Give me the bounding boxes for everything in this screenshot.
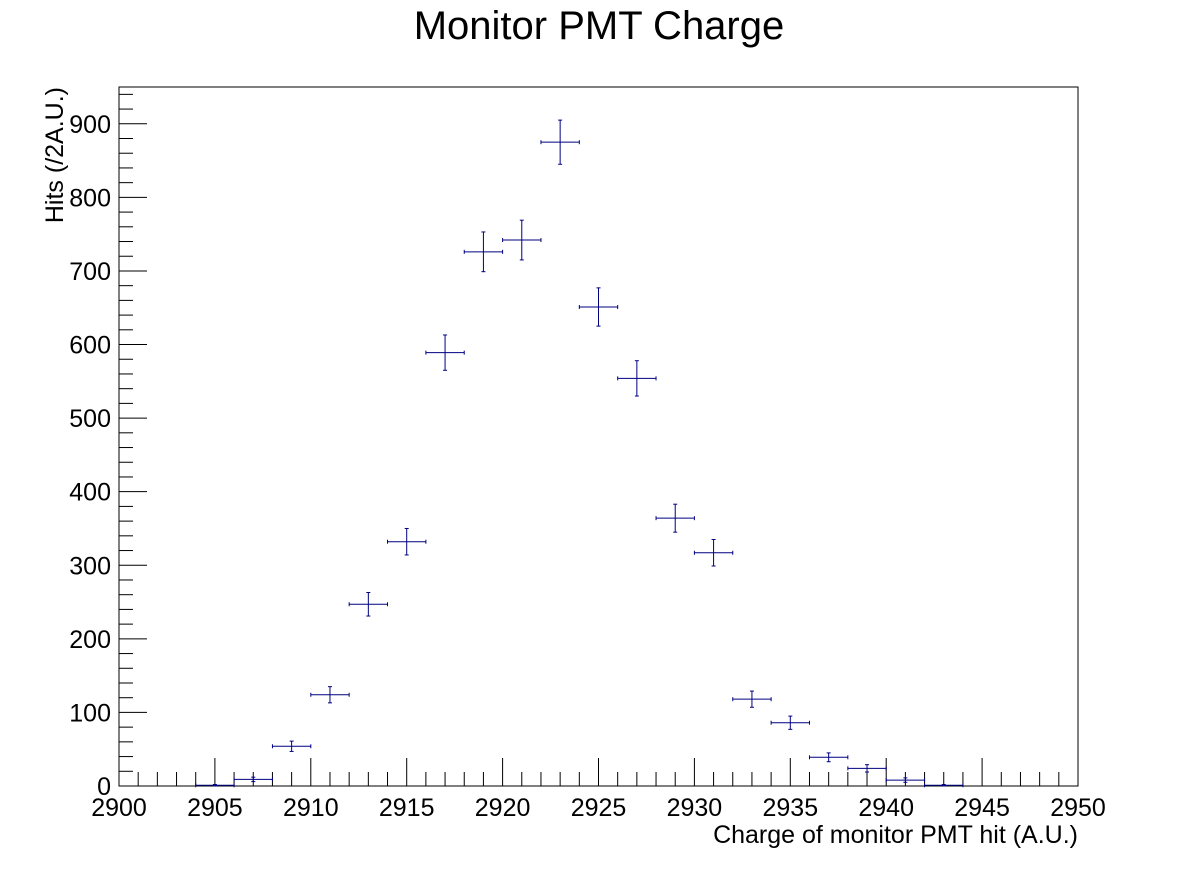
chart-title: Monitor PMT Charge [413, 4, 785, 48]
y-axis-tick-labels: 0 100 200 300 400 500 600 700 800 900 [69, 111, 111, 801]
data-point [847, 764, 887, 773]
x-tick-label: 2945 [954, 794, 1010, 822]
plot-frame [118, 86, 1079, 787]
data-point [540, 119, 580, 165]
y-tick-label: 0 [97, 773, 111, 801]
data-points [195, 119, 964, 788]
x-axis-ticks [118, 758, 1079, 786]
y-tick-label: 700 [69, 258, 111, 286]
x-tick-label: 2930 [667, 794, 723, 822]
data-point [233, 776, 273, 783]
data-point [655, 503, 695, 533]
y-tick-label: 300 [69, 552, 111, 580]
data-point [617, 360, 657, 397]
data-point [808, 752, 849, 763]
data-point [195, 783, 235, 788]
data-point [387, 527, 427, 556]
y-tick-label: 400 [69, 479, 111, 507]
y-tick-label: 600 [69, 332, 111, 360]
x-tick-label: 2950 [1050, 794, 1106, 822]
y-tick-label: 800 [69, 184, 111, 212]
y-axis-label: Hits (/2A.U.) [41, 87, 69, 223]
data-point [924, 783, 964, 788]
x-axis-tick-labels: 2900 2905 2910 2915 2920 2925 2930 2935 2940 2945… [91, 794, 1106, 822]
data-point [348, 591, 389, 617]
x-tick-label: 2920 [475, 794, 531, 822]
data-point [463, 231, 504, 273]
data-point [770, 715, 810, 730]
data-point [693, 539, 734, 567]
data-point [732, 690, 772, 708]
x-tick-label: 2925 [571, 794, 627, 822]
x-tick-label: 2915 [379, 794, 435, 822]
y-axis-ticks [119, 93, 147, 787]
data-point [885, 777, 926, 783]
y-tick-label: 900 [69, 111, 111, 139]
x-tick-label: 2910 [283, 794, 339, 822]
x-tick-label: 2900 [91, 794, 147, 822]
data-point [310, 686, 350, 704]
data-point [578, 287, 619, 327]
x-tick-label: 2940 [858, 794, 914, 822]
x-axis-label: Charge of monitor PMT hit (A.U.) [713, 821, 1078, 849]
y-tick-label: 500 [69, 405, 111, 433]
y-tick-label: 200 [69, 626, 111, 654]
y-tick-label: 100 [69, 699, 111, 727]
data-point [502, 219, 542, 261]
x-tick-label: 2905 [187, 794, 243, 822]
data-point [271, 740, 312, 752]
data-point [425, 334, 465, 371]
x-tick-label: 2935 [762, 794, 818, 822]
